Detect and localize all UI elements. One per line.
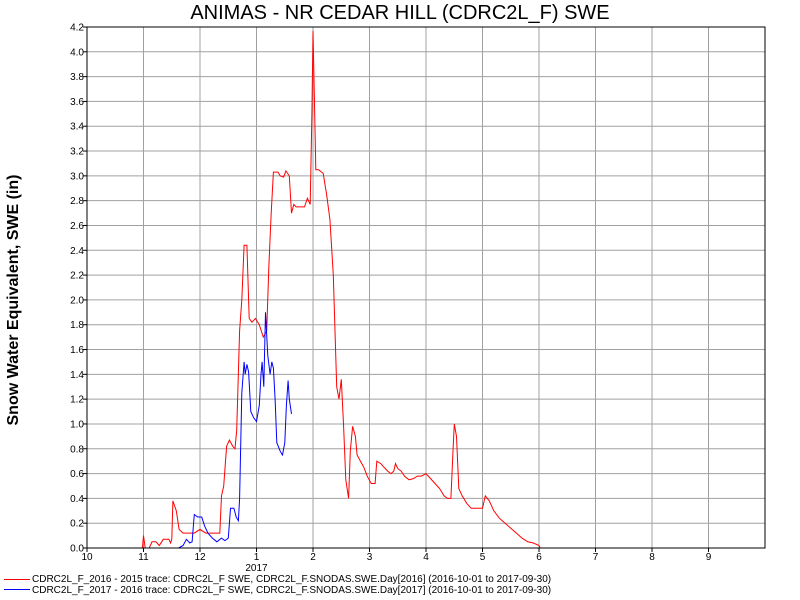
- y-tick-label: 2.4: [70, 246, 84, 257]
- y-tick-label: 1.8: [70, 320, 84, 331]
- x-tick-label: 8: [649, 552, 655, 563]
- y-tick-label: 1.4: [70, 370, 84, 381]
- legend: CDRC2L_F_2016 - 2015 trace: CDRC2L_F SWE…: [4, 574, 552, 597]
- legend-swatch-2017: [4, 589, 30, 591]
- y-tick-label: 0.6: [70, 469, 84, 480]
- x-tick-label: 10: [81, 552, 93, 563]
- x-tick-label: 6: [536, 552, 542, 563]
- x-tick-label: 7: [593, 552, 599, 563]
- y-tick-label: 1.0: [70, 419, 84, 430]
- y-tick-label: 0.8: [70, 444, 84, 455]
- y-tick-label: 1.6: [70, 345, 84, 356]
- y-tick-label: 2.8: [70, 196, 84, 207]
- series-line-0: [141, 30, 541, 549]
- legend-swatch-2016: [4, 578, 30, 580]
- y-tick-label: 2.0: [70, 295, 84, 306]
- series-line-1: [178, 312, 292, 549]
- legend-entry-2016: CDRC2L_F_2016 - 2015 trace: CDRC2L_F SWE…: [4, 574, 552, 586]
- y-tick-label: 1.2: [70, 395, 84, 406]
- x-year-label: 2017: [245, 563, 268, 574]
- x-tick-label: 2: [310, 552, 316, 563]
- series-lines: [141, 30, 541, 549]
- x-tick-label: 12: [194, 552, 206, 563]
- y-tick-label: 2.2: [70, 271, 84, 282]
- chart-title: ANIMAS - NR CEDAR HILL (CDRC2L_F) SWE: [190, 2, 610, 24]
- y-tick-label: 0.2: [70, 519, 84, 530]
- legend-entry-2017: CDRC2L_F_2017 - 2016 trace: CDRC2L_F SWE…: [4, 584, 552, 597]
- plot-frame: [86, 26, 766, 549]
- legend-label-2016: CDRC2L_F_2016 - 2015 trace: CDRC2L_F SWE…: [32, 574, 552, 585]
- x-tick-label: 5: [480, 552, 486, 563]
- y-tick-label: 4.0: [70, 47, 84, 58]
- y-tick-label: 3.4: [70, 122, 84, 133]
- x-tick-label: 9: [706, 552, 712, 563]
- y-tick-label: 3.2: [70, 147, 84, 158]
- y-tick-label: 0.0: [70, 544, 84, 555]
- grid-lines: [83, 26, 765, 552]
- x-tick-label: 3: [367, 552, 373, 563]
- x-tick-label: 1: [254, 552, 260, 563]
- y-tick-label: 2.6: [70, 221, 84, 232]
- y-tick-label: 3.8: [70, 72, 84, 83]
- tick-labels: 0.0 0.2 0.4 0.6 0.8 1.0 1.2 1.4 1.6 1.8 2.0 2.2 2.4 2…: [70, 23, 712, 575]
- y-tick-label: 4.2: [70, 23, 84, 34]
- y-tick-label: 0.4: [70, 494, 84, 505]
- legend-label-2017: CDRC2L_F_2017 - 2016 trace: CDRC2L_F SWE…: [32, 584, 552, 596]
- y-tick-label: 3.0: [70, 171, 84, 182]
- y-tick-label: 3.6: [70, 97, 84, 108]
- x-tick-label: 4: [423, 552, 429, 563]
- x-tick-label: 11: [138, 552, 149, 563]
